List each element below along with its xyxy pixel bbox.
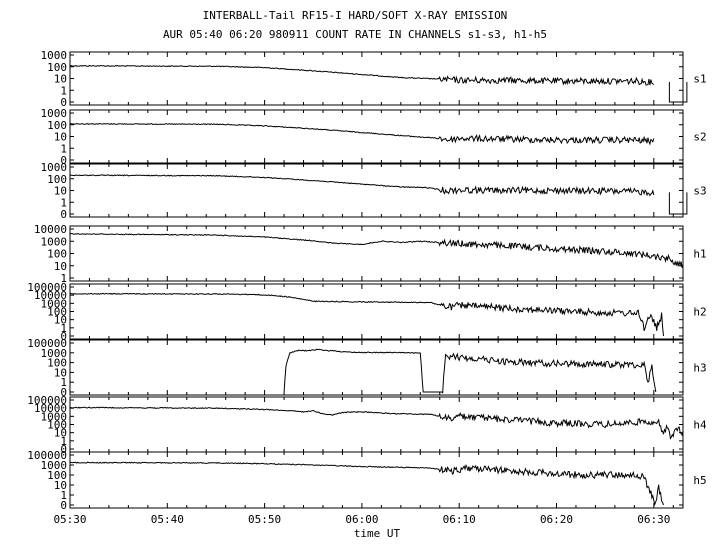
series-line-s1 [69,64,655,86]
y-tick-label: 100000 [27,281,67,294]
y-tick-label: 100000 [27,394,67,407]
series-line-h3 [283,348,657,394]
y-tick-label: 100 [47,306,67,319]
y-tick-label: 100 [47,357,67,370]
y-tick-label: 100 [47,419,67,432]
y-tick-label: 10000 [34,289,67,302]
panels: 10001001010s110001001010s210001001010s31… [27,49,707,512]
y-tick-label: 100 [47,469,67,482]
y-tick-label: 1 [60,376,67,389]
channel-label: s2 [693,131,706,144]
panel-frame [69,396,684,453]
y-tick-label: 10 [54,427,67,440]
panel-frame [69,451,684,509]
chart-subtitle: AUR 05:40 06:20 980911 COUNT RATE IN CHA… [163,28,547,41]
y-tick-label: 10 [54,314,67,327]
y-tick-label: 10 [54,73,67,86]
x-tick-label: 05:50 [248,513,281,526]
channel-label: h5 [693,474,706,487]
y-tick-label: 1 [60,489,67,502]
y-tick-label: 1000 [41,297,68,310]
y-tick-label: 100000 [27,337,67,350]
channel-label: h3 [693,362,706,375]
y-tick-label: 1000 [41,410,68,423]
y-tick-label: 1 [60,435,67,448]
x-axis-label: time UT [354,527,401,540]
y-tick-label: 10 [54,260,67,273]
x-tick-label: 05:30 [53,513,86,526]
y-tick-label: 1000 [41,49,68,62]
y-tick-label: 1000 [41,347,68,360]
y-tick-label: 100 [47,173,67,186]
y-tick-label: 1000 [41,161,68,174]
dropout-s3 [668,192,688,215]
y-tick-label: 100000 [27,449,67,462]
channel-label: s1 [693,73,706,86]
y-tick-label: 10 [54,131,67,144]
x-tick-label: 06:00 [345,513,378,526]
y-tick-label: 100 [47,119,67,132]
y-tick-label: 10 [54,185,67,198]
y-tick-label: 10000 [34,223,67,236]
y-tick-label: 100 [47,248,67,261]
series-line-s2 [69,122,655,146]
panel-frame [69,51,684,106]
y-tick-label: 0 [60,96,67,109]
series-line-h5 [70,461,664,507]
y-tick-label: 0 [60,443,67,456]
y-tick-label: 1000 [41,459,68,472]
x-tick-label: 06:20 [540,513,573,526]
y-tick-label: 0 [60,330,67,343]
channel-label: s3 [693,185,706,198]
y-tick-label: 0 [60,499,67,512]
y-tick-label: 1 [60,272,67,285]
y-tick-label: 1 [60,322,67,335]
y-tick-label: 1000 [41,235,68,248]
y-tick-label: 1000 [41,107,68,120]
x-tick-label: 05:40 [151,513,184,526]
channel-label: h1 [693,248,706,261]
channel-label: h4 [693,419,707,432]
x-tick-label: 06:30 [637,513,670,526]
y-tick-label: 100 [47,61,67,74]
panel-frame [69,109,684,164]
series-line-h1 [69,233,684,268]
channel-label: h2 [693,306,706,319]
y-tick-label: 1 [60,142,67,155]
y-tick-label: 0 [60,208,67,221]
series-line-h2 [70,292,664,337]
y-tick-label: 1 [60,196,67,209]
series-line-h4 [69,406,684,440]
y-tick-label: 10 [54,366,67,379]
y-tick-label: 0 [60,386,67,399]
dropout-s1 [668,82,688,103]
panel-frame [69,339,684,396]
y-tick-label: 0 [60,154,67,167]
y-tick-label: 10000 [34,402,67,415]
series-line-s3 [69,174,655,197]
chart-title: INTERBALL-Tail RF15-I HARD/SOFT X-RAY EM… [203,9,508,22]
x-tick-label: 06:10 [443,513,476,526]
x-axis: 05:30 05:40 05:50 06:00 06:10 06:20 06:30 [53,513,670,526]
y-tick-label: 10 [54,479,67,492]
y-tick-label: 1 [60,84,67,97]
